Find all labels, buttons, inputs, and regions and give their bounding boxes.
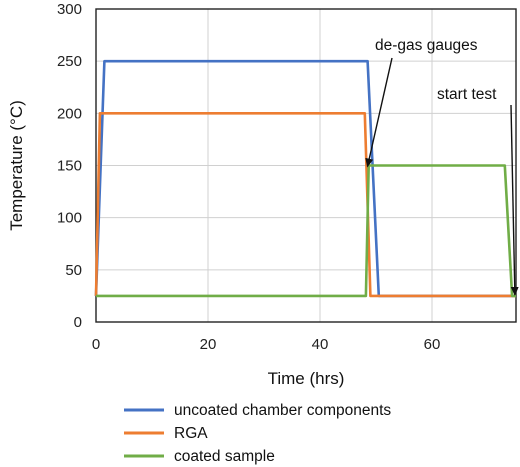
x-tick-label: 60 xyxy=(424,336,441,353)
x-tick-label: 0 xyxy=(92,336,100,353)
legend: uncoated chamber components RGA coated sam… xyxy=(124,402,391,465)
y-tick-label: 0 xyxy=(74,314,82,331)
annotations: de-gas gauges start test xyxy=(365,37,519,296)
y-tick-label: 50 xyxy=(65,262,82,279)
series-line xyxy=(94,112,516,298)
x-tick-labels: 0 20 40 60 xyxy=(92,336,441,353)
annotation-arrow xyxy=(365,57,393,168)
x-tick-label: 20 xyxy=(200,336,217,353)
annotation-arrow xyxy=(510,104,519,296)
y-tick-label: 100 xyxy=(57,210,82,227)
legend-label: RGA xyxy=(174,425,208,442)
annotation-label: de-gas gauges xyxy=(375,37,478,54)
legend-label: coated sample xyxy=(174,448,275,465)
plot-frame xyxy=(95,8,517,323)
y-axis-title: Temperature (°C) xyxy=(7,100,26,231)
y-tick-label: 150 xyxy=(57,158,82,175)
y-tick-labels: 0 50 100 150 200 250 300 xyxy=(57,1,82,331)
legend-label: uncoated chamber components xyxy=(174,402,391,419)
y-tick-label: 200 xyxy=(57,105,82,122)
x-axis-title: Time (hrs) xyxy=(268,369,345,388)
y-tick-label: 250 xyxy=(57,53,82,70)
y-tick-label: 300 xyxy=(57,1,82,18)
x-tick-label: 40 xyxy=(312,336,329,353)
annotation-label: start test xyxy=(437,86,497,103)
